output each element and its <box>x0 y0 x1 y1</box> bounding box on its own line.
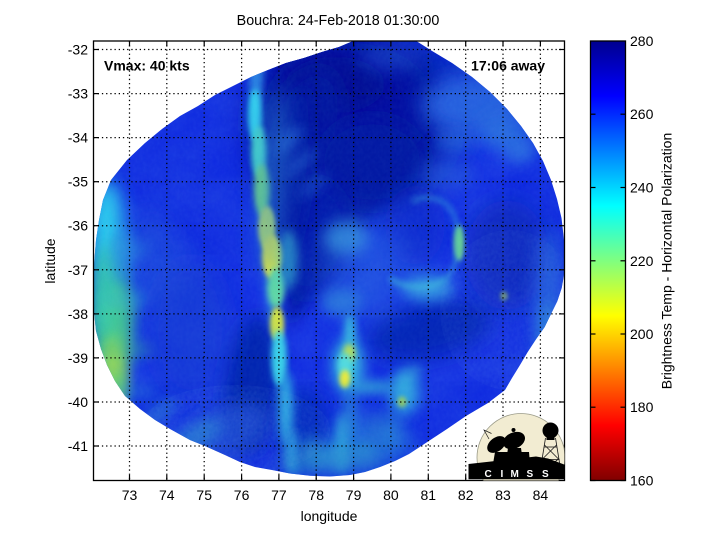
svg-text:-32: -32 <box>68 42 88 58</box>
svg-text:I: I <box>501 469 504 480</box>
svg-text:260: 260 <box>630 106 654 122</box>
svg-text:83: 83 <box>495 487 511 503</box>
svg-text:180: 180 <box>630 399 654 415</box>
svg-text:78: 78 <box>308 487 324 503</box>
svg-text:79: 79 <box>346 487 362 503</box>
svg-text:17:06 away: 17:06 away <box>471 58 545 74</box>
svg-text:-39: -39 <box>68 350 88 366</box>
svg-text:S: S <box>542 469 549 480</box>
svg-text:76: 76 <box>234 487 250 503</box>
svg-text:240: 240 <box>630 180 654 196</box>
svg-text:220: 220 <box>630 253 654 269</box>
svg-text:S: S <box>527 469 534 480</box>
svg-text:C: C <box>485 469 492 480</box>
svg-text:77: 77 <box>271 487 287 503</box>
svg-text:73: 73 <box>122 487 138 503</box>
svg-text:longitude: longitude <box>301 508 358 524</box>
svg-text:Brightness Temp - Horizontal P: Brightness Temp - Horizontal Polarizatio… <box>659 133 675 390</box>
svg-text:latitude: latitude <box>42 238 58 283</box>
svg-text:Vmax: 40 kts: Vmax: 40 kts <box>104 58 190 74</box>
svg-text:-36: -36 <box>68 218 88 234</box>
svg-text:-38: -38 <box>68 306 88 322</box>
svg-text:84: 84 <box>533 487 549 503</box>
svg-text:-37: -37 <box>68 262 88 278</box>
svg-text:Bouchra: 24-Feb-2018 01:30:00: Bouchra: 24-Feb-2018 01:30:00 <box>237 13 440 29</box>
svg-text:-33: -33 <box>68 86 88 102</box>
svg-text:80: 80 <box>383 487 399 503</box>
svg-text:200: 200 <box>630 326 654 342</box>
svg-text:82: 82 <box>458 487 474 503</box>
svg-text:-40: -40 <box>68 394 88 410</box>
svg-text:M: M <box>511 469 519 480</box>
svg-text:74: 74 <box>159 487 175 503</box>
svg-text:280: 280 <box>630 33 654 49</box>
svg-text:-34: -34 <box>68 130 88 146</box>
svg-text:81: 81 <box>421 487 437 503</box>
svg-text:75: 75 <box>196 487 212 503</box>
svg-text:-41: -41 <box>68 438 88 454</box>
svg-text:160: 160 <box>630 473 654 489</box>
svg-text:-35: -35 <box>68 174 88 190</box>
